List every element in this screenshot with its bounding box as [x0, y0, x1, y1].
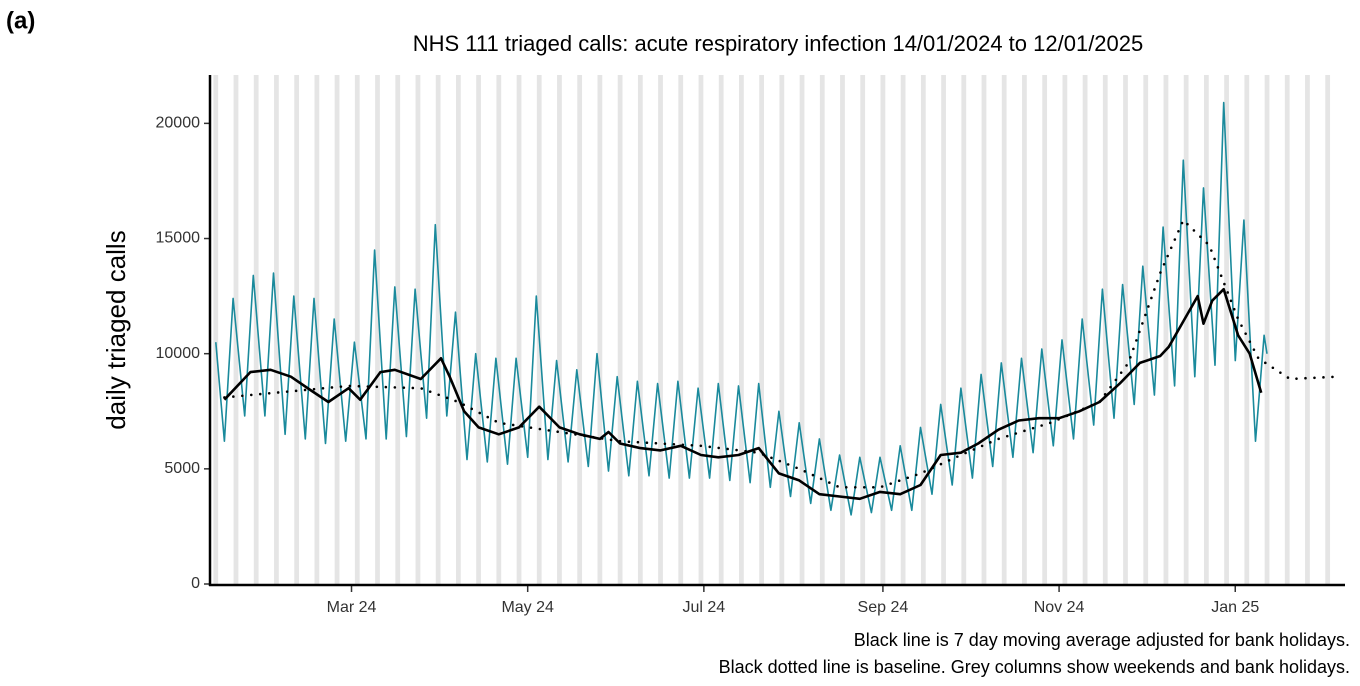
weekend-column	[354, 75, 360, 584]
weekend-column	[1001, 75, 1007, 584]
y-tick-label: 10000	[156, 345, 201, 362]
weekend-column	[658, 75, 663, 584]
weekend-column	[557, 75, 562, 584]
weekend-column	[1123, 75, 1128, 584]
x-tick-label: Nov 24	[1034, 599, 1085, 616]
weekend-column	[455, 75, 461, 584]
weekend-column	[1305, 75, 1310, 584]
weekend-column	[860, 75, 866, 584]
weekend-column	[1224, 75, 1229, 584]
y-axis-label: daily triaged calls	[101, 230, 131, 429]
weekend-column	[1062, 75, 1068, 584]
weekend-column	[678, 75, 684, 584]
weekend-column	[1082, 75, 1088, 584]
weekend-column	[739, 75, 744, 584]
weekend-column	[637, 75, 643, 584]
weekend-column	[476, 75, 481, 584]
weekend-column	[718, 75, 724, 584]
x-tick-label: Jul 24	[683, 599, 726, 616]
weekend-column	[496, 75, 502, 584]
y-tick-label: 5000	[164, 460, 200, 477]
weekend-column	[1183, 75, 1189, 584]
weekend-column	[1163, 75, 1169, 584]
weekend-column	[941, 75, 946, 584]
weekend-column	[516, 75, 522, 584]
weekend-column	[597, 75, 603, 584]
weekend-column	[961, 75, 967, 584]
weekend-column	[1022, 75, 1027, 584]
y-tick-label: 15000	[156, 230, 201, 247]
weekend-column	[334, 75, 340, 584]
weekend-column	[375, 75, 380, 584]
weekend-column	[819, 75, 825, 584]
weekend-column	[577, 75, 583, 584]
weekend-column	[213, 75, 219, 584]
weekend-column	[435, 75, 441, 584]
weekend-column	[759, 75, 765, 584]
series-line	[215, 101, 1268, 516]
weekend-column	[779, 75, 785, 584]
weekend-column	[1284, 75, 1290, 584]
weekend-column	[900, 75, 906, 584]
weekend-column	[1143, 75, 1149, 584]
weekend-column	[274, 75, 279, 584]
weekend-column	[840, 75, 845, 584]
y-tick-label: 0	[191, 575, 200, 592]
x-tick-label: Sep 24	[858, 599, 909, 616]
y-tick-label: 20000	[156, 115, 201, 132]
weekend-column	[1325, 75, 1331, 584]
weekend-column	[617, 75, 623, 584]
weekend-column	[1042, 75, 1048, 584]
x-tick-label: May 24	[501, 599, 554, 616]
chart-title: NHS 111 triaged calls: acute respiratory…	[413, 31, 1144, 56]
weekend-column	[1244, 75, 1250, 584]
note: Black dotted line is baseline. Grey colu…	[719, 657, 1350, 677]
weekend-column	[1264, 75, 1270, 584]
weekend-column	[880, 75, 886, 584]
weekend-column	[1203, 75, 1209, 584]
weekend-column	[799, 75, 805, 584]
series-line	[223, 218, 1338, 489]
x-tick-label: Jan 25	[1211, 599, 1259, 616]
panel-label: (a)	[6, 7, 35, 34]
weekend-column	[698, 75, 704, 584]
weekend-column	[920, 75, 926, 584]
weekend-column	[981, 75, 987, 584]
weekend-column	[253, 75, 259, 584]
series-line	[223, 287, 1263, 501]
note: Black line is 7 day moving average adjus…	[854, 630, 1350, 650]
x-tick-label: Mar 24	[327, 599, 377, 616]
